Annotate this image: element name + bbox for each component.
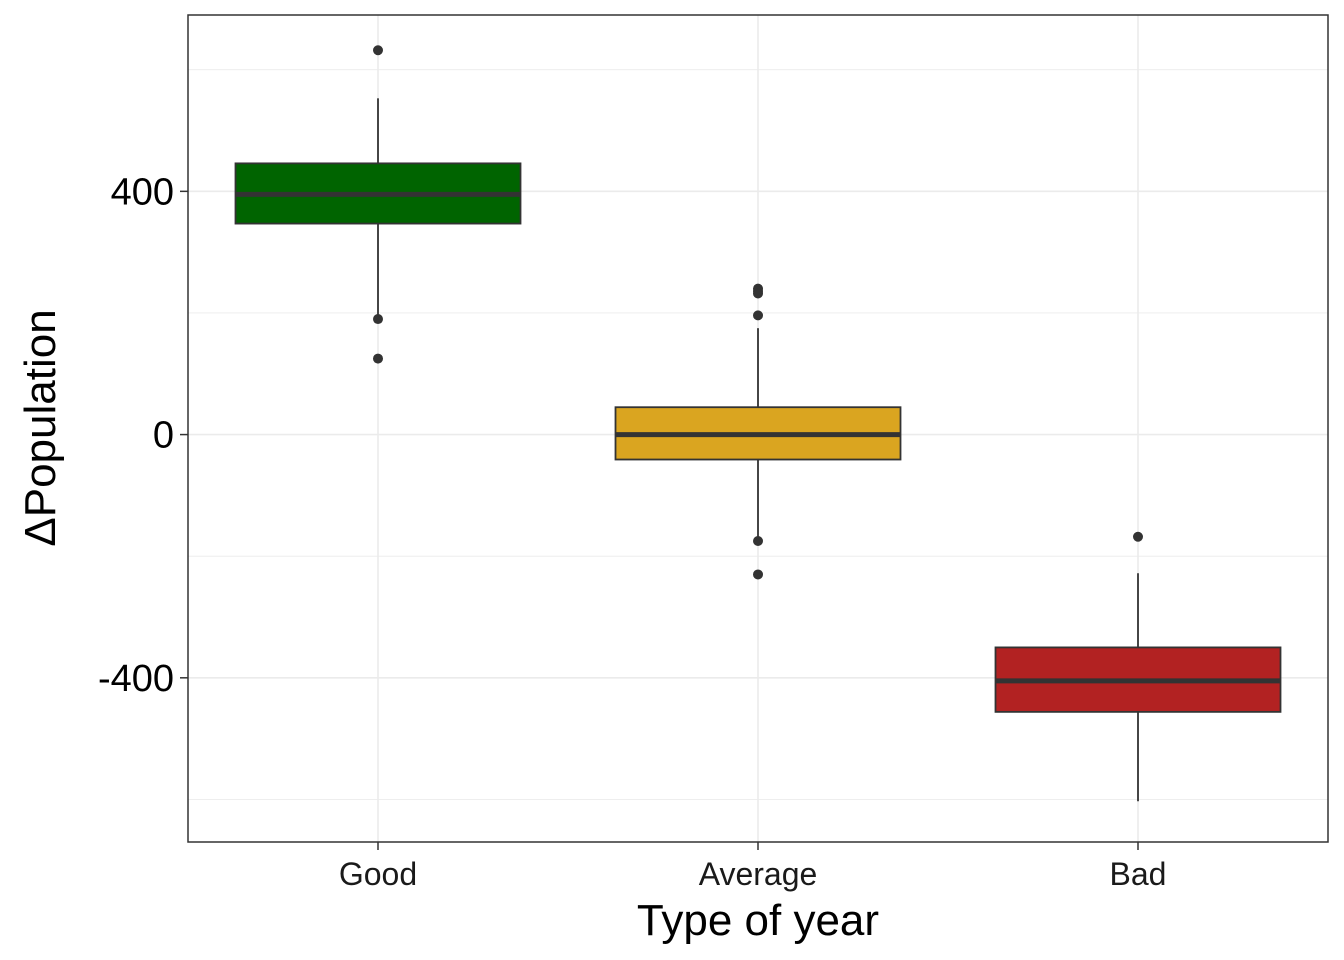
y-tick-label: 400 xyxy=(111,171,174,213)
x-tick-label: Good xyxy=(339,856,417,892)
box-group xyxy=(234,45,1282,802)
x-tick-label: Bad xyxy=(1110,856,1167,892)
outlier-point xyxy=(373,45,383,56)
outlier-point xyxy=(753,310,763,321)
y-axis-title: ΔPopulation xyxy=(16,309,65,546)
box-good xyxy=(234,45,522,364)
y-tick-label: 0 xyxy=(153,415,174,457)
outlier-point xyxy=(753,569,763,580)
box-average xyxy=(614,283,902,580)
outlier-point xyxy=(373,353,383,364)
x-axis-title: Type of year xyxy=(637,896,879,945)
x-axis: Good Average Bad xyxy=(339,842,1167,892)
box-bad xyxy=(994,531,1282,802)
x-tick-label: Average xyxy=(699,856,818,892)
outlier-point xyxy=(1133,531,1143,542)
y-axis: 400 0 -400 xyxy=(98,171,188,700)
y-tick-label: -400 xyxy=(98,658,174,700)
outlier-point xyxy=(753,288,763,299)
outlier-point xyxy=(753,535,763,546)
outlier-point xyxy=(373,314,383,325)
